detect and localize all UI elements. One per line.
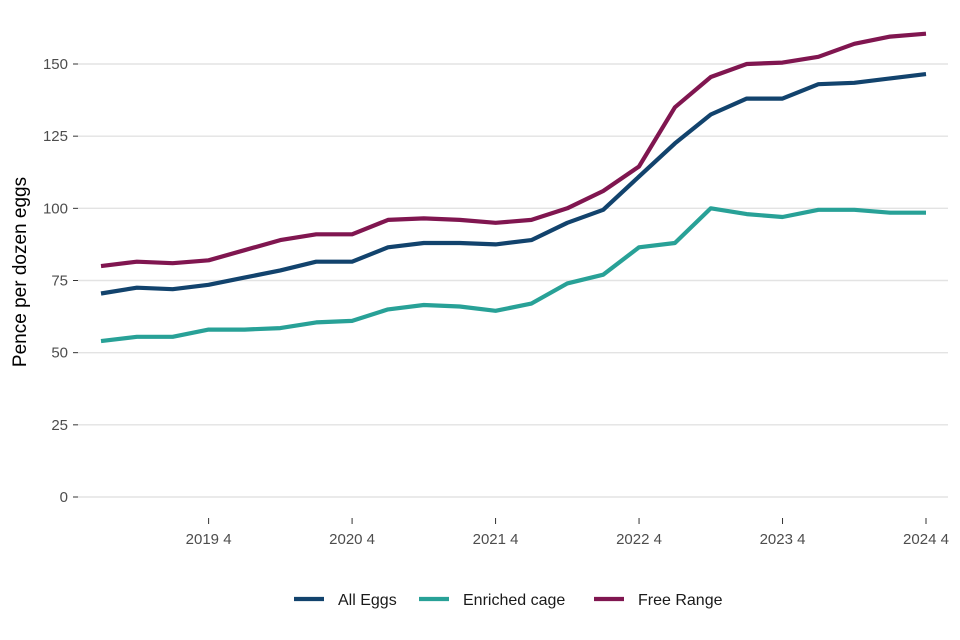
y-tick-label: 0 — [60, 489, 68, 506]
legend-label: Enriched cage — [463, 592, 565, 609]
x-axis: 2019 4 2020 4 2021 4 2022 4 2023 4 2024 4 — [186, 518, 949, 548]
series-line-free-range — [100, 31, 927, 269]
series-line-all-eggs — [100, 72, 927, 296]
series-line-enriched-cage — [100, 206, 926, 344]
series-lines — [100, 31, 927, 344]
x-tick-label: 2021 4 — [473, 531, 519, 548]
y-tick-label: 25 — [51, 417, 68, 434]
y-tick-label: 150 — [43, 56, 68, 73]
x-tick-label: 2024 4 — [903, 531, 949, 548]
y-tick-label: 100 — [43, 200, 68, 217]
legend-label: Free Range — [638, 592, 723, 609]
y-tick-label: 50 — [51, 345, 68, 362]
x-tick-label: 2022 4 — [616, 531, 662, 548]
y-tick-label: 125 — [43, 128, 68, 145]
y-tick-label: 75 — [51, 273, 68, 290]
x-tick-label: 2020 4 — [329, 531, 375, 548]
gridlines — [78, 63, 948, 498]
x-tick-label: 2019 4 — [186, 531, 232, 548]
y-axis: 0 25 50 75 100 125 150 — [43, 56, 78, 506]
x-tick-label: 2023 4 — [760, 531, 806, 548]
legend-label: All Eggs — [338, 592, 397, 609]
legend: All Eggs Enriched cage Free Range — [294, 592, 723, 609]
y-axis-title: Pence per dozen eggs — [10, 177, 31, 367]
